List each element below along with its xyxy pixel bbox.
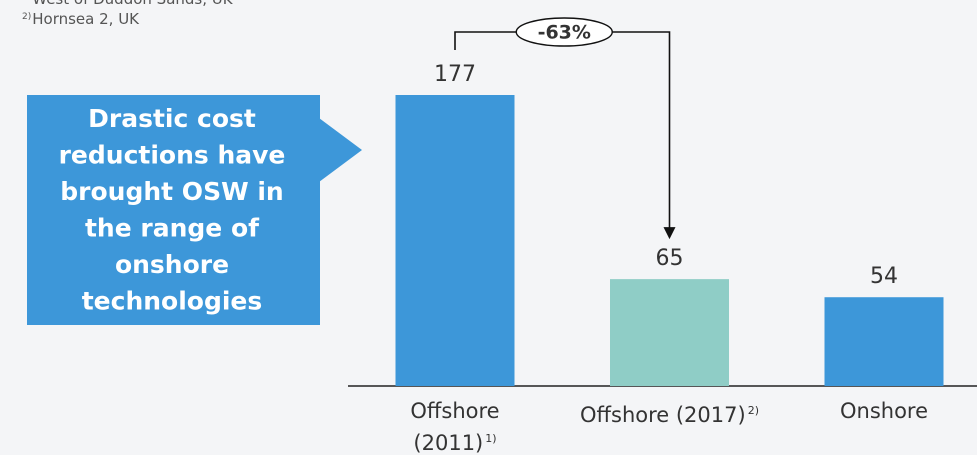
bar — [395, 95, 515, 386]
value-label: 65 — [656, 246, 684, 271]
callout-text: Drastic cost — [88, 104, 256, 133]
annotation-bubble — [515, 17, 613, 47]
callout-box — [27, 95, 320, 325]
footnote: 2)Hornsea 2, UK — [22, 10, 139, 28]
footnote-mark: 2) — [22, 12, 32, 22]
x-tick-label: Onshore — [777, 397, 977, 425]
callout-text: brought OSW in — [60, 177, 283, 206]
bar — [610, 279, 729, 386]
callout-text: onshore — [115, 250, 229, 279]
category-note: 1) — [485, 432, 497, 445]
category-name: Offshore (2017) — [580, 403, 746, 427]
callout-text: reductions have — [59, 141, 286, 170]
bar — [824, 297, 944, 386]
callout-text: the range of — [85, 214, 260, 243]
callout-text: technologies — [82, 287, 263, 316]
arrow-head — [663, 227, 676, 240]
footnote-text: West of Duddon Sands, UK — [32, 0, 232, 8]
category-note: 2) — [747, 404, 759, 417]
category-name: Onshore — [839, 399, 929, 423]
callout-pointer — [319, 118, 362, 182]
category-name: Offshore (2011) — [410, 399, 500, 455]
x-tick-label: Offshore (2017) 2) — [563, 397, 777, 429]
footnote-mark: 1) — [22, 0, 31, 2]
annotation-text: -63% — [538, 22, 591, 44]
value-label: 54 — [870, 264, 898, 289]
x-tick-label: Offshore (2011) 1) — [390, 397, 520, 455]
footnote-text: Hornsea 2, UK — [32, 10, 140, 28]
value-label: 177 — [434, 62, 476, 87]
footnote: 1)West of Duddon Sands, UK — [22, 0, 233, 8]
